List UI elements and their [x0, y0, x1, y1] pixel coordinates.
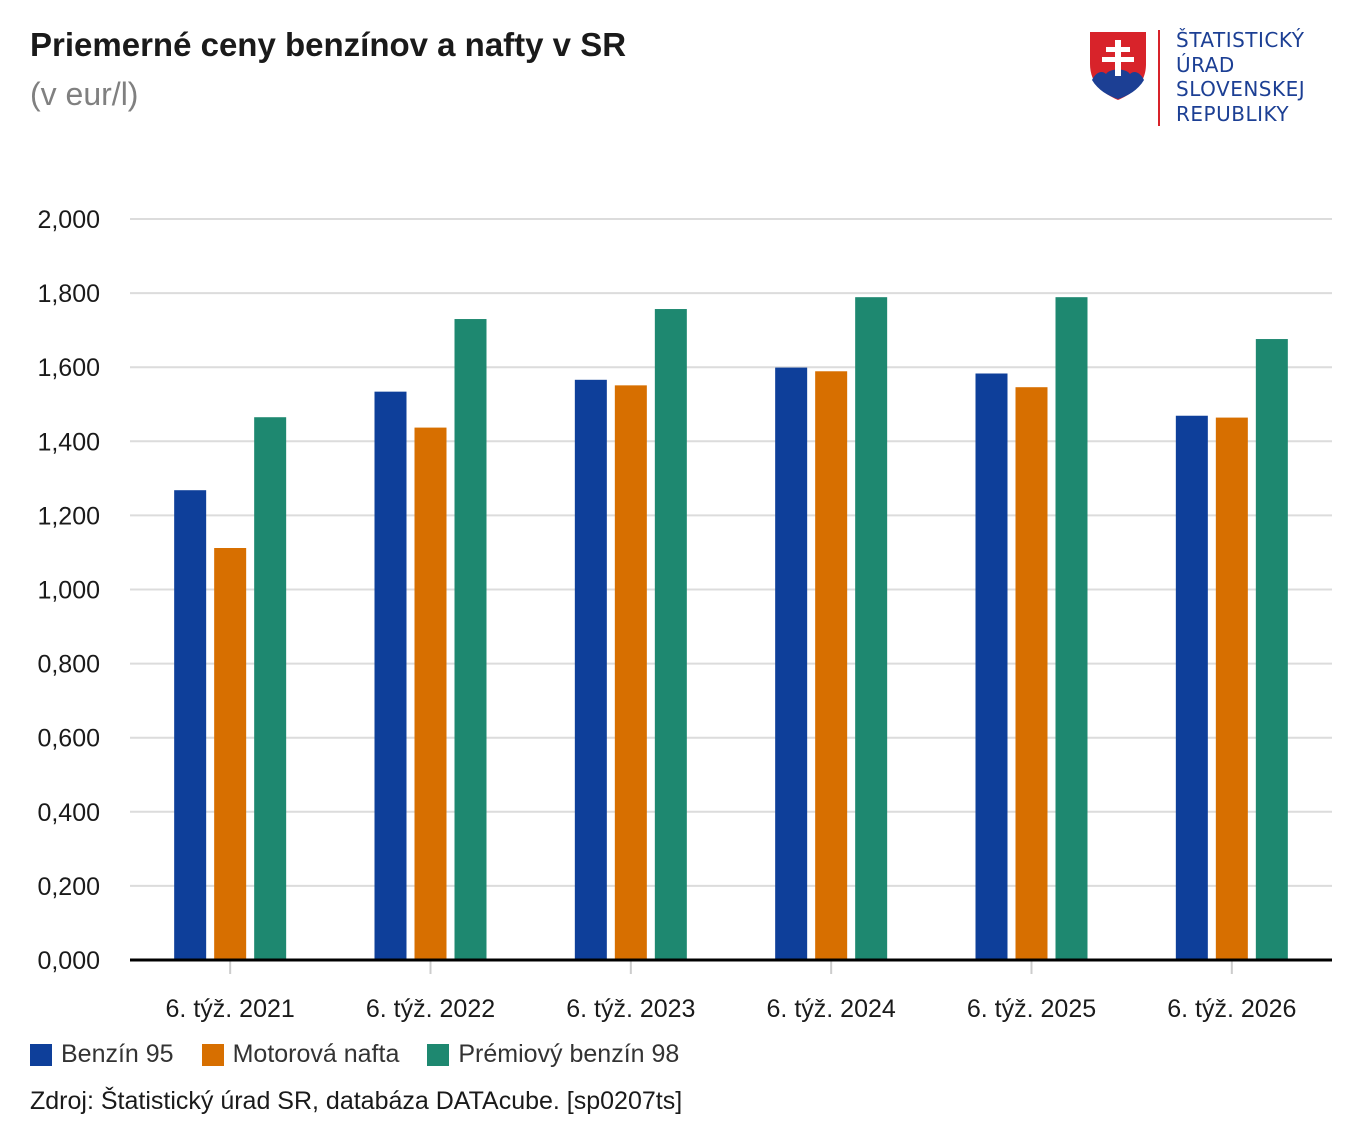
legend-label: Prémiový benzín 98	[458, 1040, 680, 1068]
logo-line-2: ÚRAD	[1176, 52, 1235, 77]
legend-label: Benzín 95	[61, 1040, 174, 1068]
y-tick-label: 0,400	[37, 799, 100, 827]
logo-divider	[1158, 30, 1160, 126]
slovak-coat-of-arms-icon	[1090, 32, 1146, 100]
bar	[254, 417, 287, 960]
y-tick-label: 1,800	[37, 280, 100, 308]
bar	[1055, 297, 1088, 960]
bar	[454, 319, 487, 960]
bar	[414, 427, 447, 960]
legend-item-premiovy-benzin-98[interactable]: Prémiový benzín 98	[427, 1040, 679, 1069]
y-tick-label: 1,200	[37, 502, 100, 530]
bar-chart: 0,000 0,200 0,400 0,600 0,800 1,000 1,200 1,400…	[37, 206, 1332, 1023]
legend-swatch	[427, 1043, 450, 1066]
logo-line-4: REPUBLIKY	[1176, 101, 1290, 126]
bar	[374, 391, 407, 960]
x-tick-label: 6. týž. 2024	[767, 995, 896, 1023]
bar	[775, 367, 808, 960]
statistical-office-logo[interactable]: ŠTATISTICKÝ ÚRAD SLOVENSKEJ REPUBLIKY	[1088, 28, 1338, 128]
logo-line-1: ŠTATISTICKÝ	[1176, 28, 1305, 52]
bar	[1215, 417, 1248, 960]
y-tick-label: 1,400	[37, 428, 100, 456]
legend-item-benzin-95[interactable]: Benzín 95	[30, 1040, 174, 1069]
y-tick-label: 2,000	[37, 206, 100, 234]
y-tick-label: 1,000	[37, 577, 100, 605]
bar	[574, 379, 607, 960]
bar	[1255, 339, 1288, 960]
legend-swatch	[201, 1043, 224, 1066]
legend: Benzín 95 Motorová nafta Prémiový benzín…	[30, 1040, 707, 1069]
y-tick-label: 0,600	[37, 725, 100, 753]
chart-subtitle: (v eur/l)	[30, 76, 139, 112]
bar	[214, 548, 247, 960]
y-tick-label: 0,200	[37, 873, 100, 901]
y-tick-label: 1,600	[37, 354, 100, 382]
bar	[815, 371, 848, 960]
x-tick-label: 6. týž. 2023	[566, 995, 695, 1023]
x-tick-label: 6. týž. 2025	[967, 995, 1096, 1023]
legend-item-motorova-nafta[interactable]: Motorová nafta	[201, 1040, 400, 1069]
x-tick-label: 6. týž. 2021	[166, 995, 295, 1023]
bar	[654, 309, 687, 960]
bar	[174, 490, 207, 960]
bar	[1015, 387, 1048, 960]
bar	[614, 385, 647, 960]
source-note: Zdroj: Štatistický úrad SR, databáza DAT…	[30, 1087, 683, 1115]
chart-title: Priemerné ceny benzínov a nafty v SR	[30, 26, 627, 63]
y-tick-label: 0,000	[37, 947, 100, 975]
logo-line-3: SLOVENSKEJ	[1176, 77, 1306, 101]
legend-label: Motorová nafta	[232, 1040, 400, 1068]
bar	[855, 297, 888, 960]
x-tick-label: 6. týž. 2022	[366, 995, 495, 1023]
y-tick-label: 0,800	[37, 651, 100, 679]
logo-text: ŠTATISTICKÝ ÚRAD SLOVENSKEJ REPUBLIKY	[1176, 28, 1305, 126]
legend-swatch	[30, 1043, 52, 1066]
x-tick-label: 6. týž. 2026	[1167, 995, 1296, 1023]
bar	[1175, 415, 1208, 961]
bar	[975, 373, 1008, 960]
